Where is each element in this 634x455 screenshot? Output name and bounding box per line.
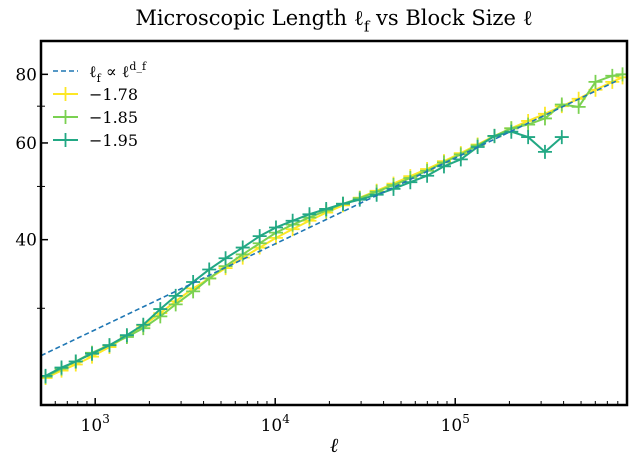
chart-title: Microscopic Length ℓf vs Block Size ℓ <box>135 6 532 35</box>
y-tick-label: 80 <box>15 65 37 85</box>
plot-area <box>41 67 627 385</box>
data-point <box>153 302 168 317</box>
legend-label: −1.95 <box>89 131 138 150</box>
data-point <box>537 111 552 126</box>
data-point <box>571 99 586 114</box>
legend: ℓf ∝ ℓd_f−1.78 −1.85 −1.95 <box>53 60 147 150</box>
data-point <box>68 354 83 369</box>
data-point <box>186 274 201 289</box>
legend-label: −1.78 <box>89 85 138 104</box>
data-point <box>302 207 317 222</box>
x-tick-label: 104 <box>261 412 291 436</box>
data-point <box>168 288 183 303</box>
data-point <box>487 128 502 143</box>
data-point <box>285 213 300 228</box>
data-point <box>554 130 569 145</box>
data-point <box>537 144 552 159</box>
data-point <box>119 328 134 343</box>
legend-marker <box>59 87 72 101</box>
data-point <box>521 130 536 145</box>
data-point <box>268 220 283 235</box>
fit-line <box>41 79 619 357</box>
legend-marker <box>59 133 72 147</box>
data-point <box>588 74 603 89</box>
data-point <box>136 317 151 332</box>
data-point <box>54 360 69 375</box>
x-tick-label: 103 <box>81 412 110 436</box>
legend-label: −1.85 <box>89 108 138 127</box>
data-point <box>335 196 350 211</box>
legend-entry: −1.95 <box>53 131 138 150</box>
data-point <box>41 368 53 383</box>
data-point <box>84 346 99 361</box>
axis-ticks: 103 104 105 40 60 80 <box>15 65 628 436</box>
legend-label: ℓf ∝ ℓd_f <box>89 60 147 85</box>
data-point <box>102 338 117 353</box>
plot-frame <box>39 39 629 407</box>
data-point <box>202 262 217 277</box>
legend-entry: −1.85 <box>53 108 138 127</box>
data-point <box>521 117 536 132</box>
legend-marker <box>59 110 72 124</box>
legend-entry: −1.78 <box>53 85 138 104</box>
data-point <box>218 251 233 266</box>
data-point <box>605 68 620 83</box>
x-axis-label: ℓ <box>330 433 339 455</box>
plot-marks <box>41 67 627 385</box>
y-tick-label: 40 <box>15 231 37 251</box>
data-point <box>252 229 267 244</box>
data-point <box>554 97 569 112</box>
data-point <box>319 201 334 216</box>
series-3 <box>41 124 569 383</box>
data-point <box>615 67 627 82</box>
legend-entry: ℓf ∝ ℓd_f <box>53 60 147 85</box>
data-point <box>235 240 250 255</box>
chart-title-group: Microscopic Length ℓf vs Block Size ℓ <box>135 6 532 35</box>
y-tick-label: 60 <box>15 134 37 154</box>
x-tick-label: 105 <box>441 412 470 436</box>
